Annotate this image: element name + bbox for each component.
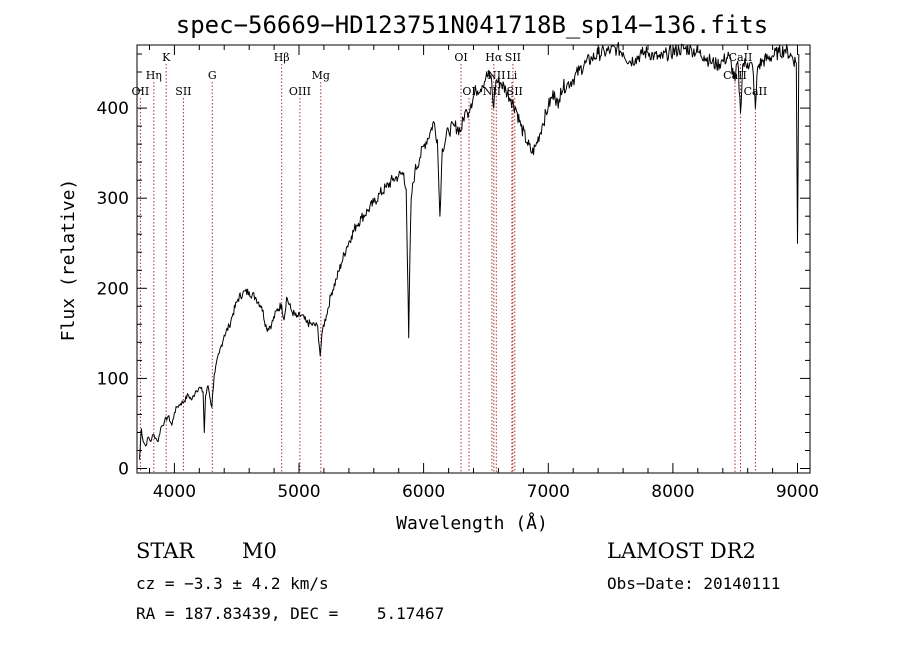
observation-date: Obs−Date: 20140111 — [607, 574, 781, 593]
y-tick-label: 100 — [97, 369, 129, 389]
axis-ticks: 4000 5000 6000 7000 8000 9000 0 100 200 300 400 — [97, 45, 819, 502]
line-label: NII — [483, 85, 501, 98]
y-tick-label: 400 — [97, 99, 129, 119]
object-class: STAR — [136, 539, 195, 563]
line-label: Hη — [146, 69, 162, 82]
y-tick-label: 300 — [97, 189, 129, 209]
line-label: OI — [462, 85, 475, 98]
x-axis-label: Wavelength (Å) — [396, 512, 548, 534]
redshift-cz: cz = −3.3 ± 4.2 km/s — [136, 574, 329, 593]
line-label: SII — [505, 51, 521, 64]
x-tick-label: 5000 — [277, 482, 320, 502]
coordinates: RA = 187.83439, DEC = 5.17467 — [136, 604, 445, 623]
line-label: G — [208, 69, 217, 82]
line-label: Hβ — [274, 51, 290, 64]
x-tick-label: 9000 — [776, 482, 819, 502]
y-axis-label: Flux (relative) — [58, 179, 79, 342]
line-label: SII — [507, 85, 523, 98]
line-label: NII — [487, 69, 505, 82]
plot-frame — [136, 44, 811, 474]
line-label: Hα — [485, 51, 503, 64]
y-tick-label: 0 — [118, 460, 129, 480]
line-markers — [139, 64, 756, 473]
line-label: CaII — [723, 69, 747, 82]
line-label: Mg — [312, 69, 330, 82]
x-tick-label: 4000 — [153, 482, 196, 502]
x-tick-label: 8000 — [651, 482, 694, 502]
subclass: M0 — [242, 539, 277, 563]
line-label: Li — [506, 69, 517, 82]
y-tick-label: 200 — [97, 279, 129, 299]
x-tick-label: 6000 — [402, 482, 445, 502]
survey-name: LAMOST DR2 — [607, 539, 756, 563]
line-label: OI — [454, 51, 467, 64]
line-label: OII — [132, 85, 150, 98]
line-label: CaII — [729, 51, 753, 64]
line-label: CaII — [744, 85, 768, 98]
x-tick-label: 7000 — [527, 482, 570, 502]
line-label: K — [162, 51, 171, 64]
line-label: SII — [175, 85, 191, 98]
chart-title: spec−56669−HD123751N041718B_sp14−136.fit… — [176, 11, 768, 39]
line-label: OIII — [289, 85, 311, 98]
